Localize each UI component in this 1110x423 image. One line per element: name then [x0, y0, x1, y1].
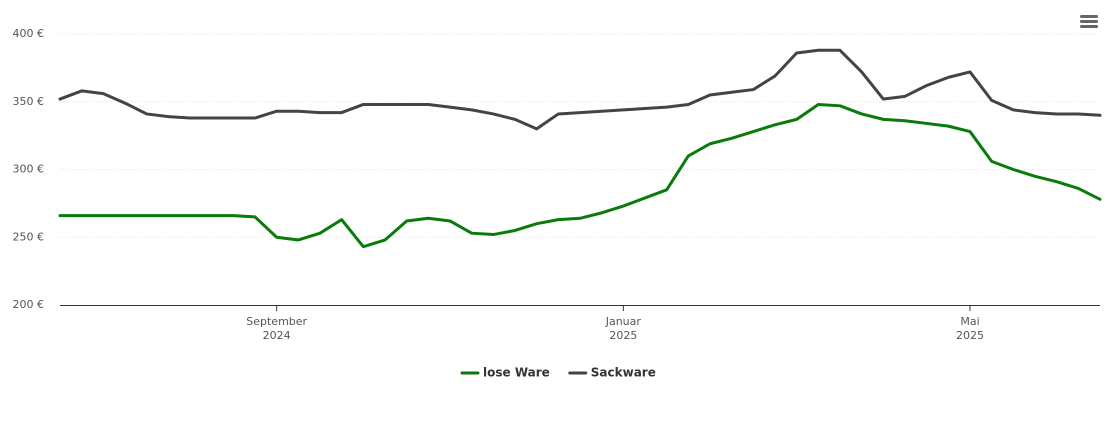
legend-label: Sackware — [591, 366, 656, 380]
legend: lose Ware Sackware — [460, 366, 656, 380]
menu-bar — [1080, 20, 1098, 23]
menu-icon[interactable] — [1080, 15, 1098, 28]
y-tick-label: 200 € — [13, 298, 45, 311]
series-line — [58, 48, 1102, 131]
x-tick-label: Mai 2025 — [956, 315, 984, 342]
y-tick-label: 350 € — [13, 95, 45, 108]
legend-label: lose Ware — [483, 366, 550, 380]
legend-item[interactable]: lose Ware — [460, 366, 550, 380]
y-tick-label: 300 € — [13, 163, 45, 176]
x-tick-label: September 2024 — [246, 315, 307, 342]
menu-bar — [1080, 25, 1098, 28]
x-tick-label: Januar 2025 — [605, 315, 642, 342]
series-line — [58, 102, 1102, 249]
menu-bar — [1080, 15, 1098, 18]
legend-item[interactable]: Sackware — [568, 366, 656, 380]
y-tick-label: 250 € — [13, 230, 45, 243]
y-tick-label: 400 € — [13, 27, 45, 40]
